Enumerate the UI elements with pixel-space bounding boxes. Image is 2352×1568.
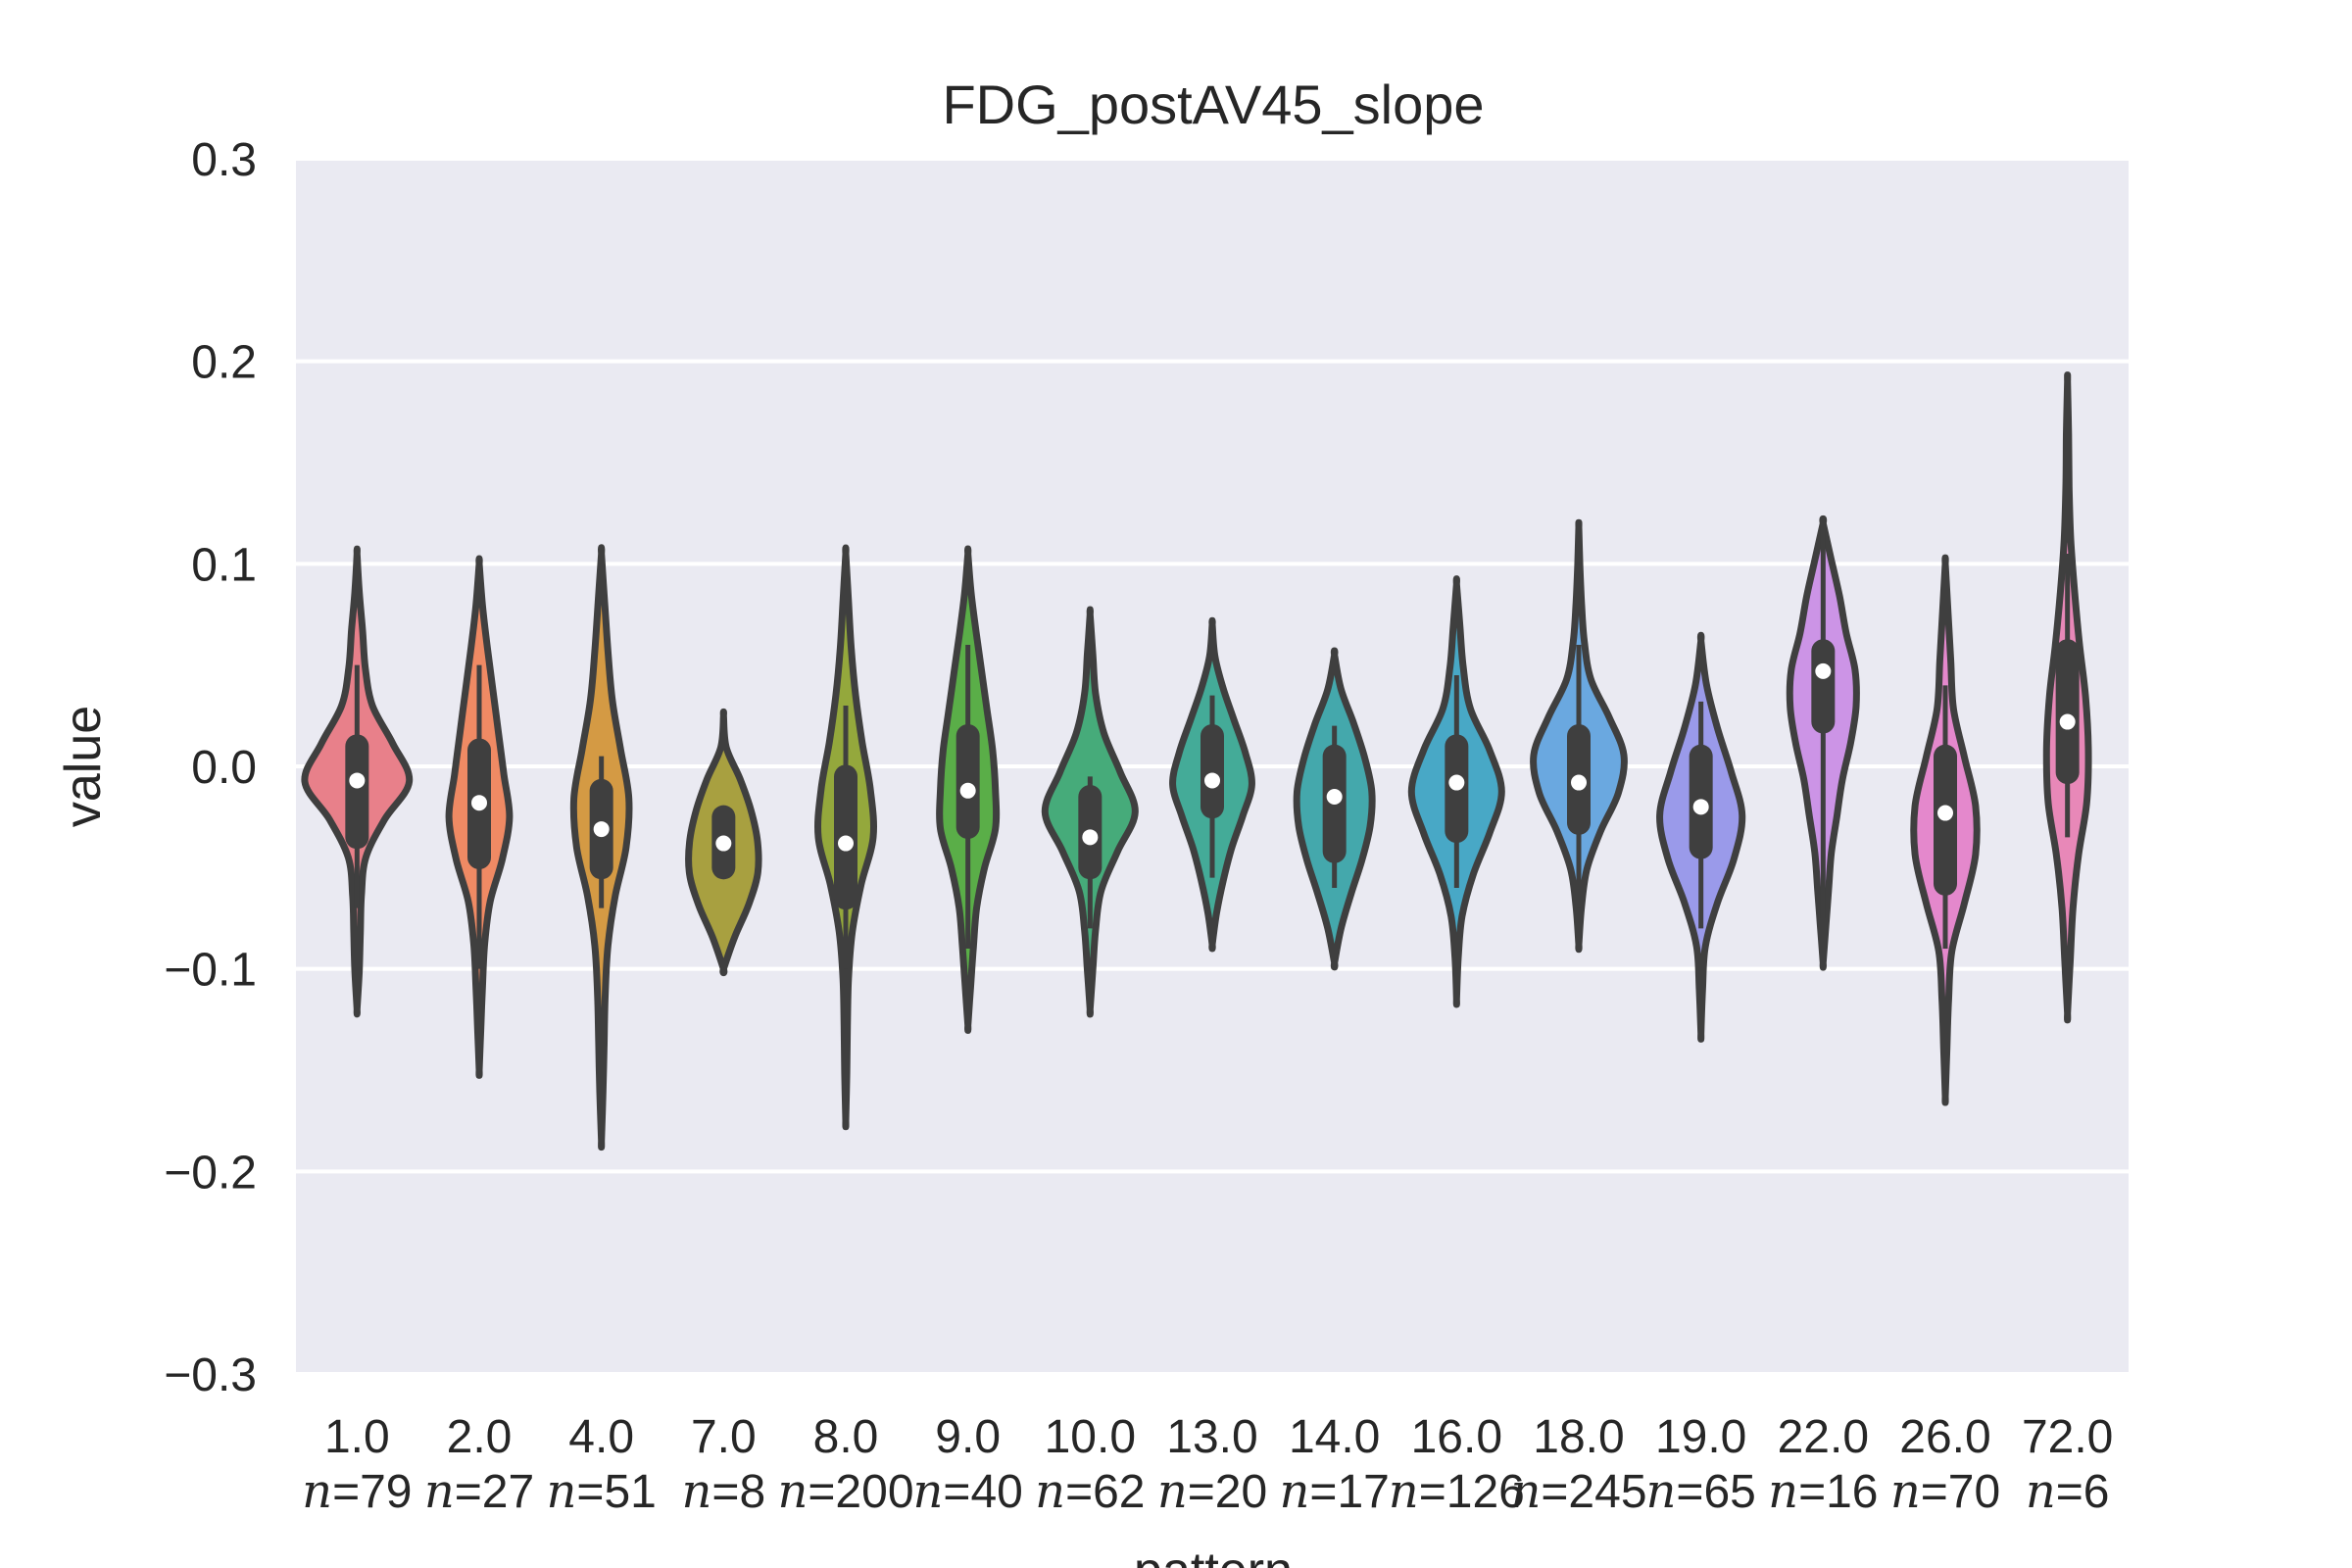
x-tick-count: n=200 <box>777 1464 913 1519</box>
x-tick-label: 4.0 <box>568 1411 634 1463</box>
x-tick-count-value: =79 <box>332 1466 412 1518</box>
y-tick-label: 0.1 <box>191 539 257 591</box>
x-tick-labels: 1.0n=792.0n=274.0n=517.0n=88.0n=2009.0n=… <box>302 1411 2113 1519</box>
x-tick-count: n=20 <box>1157 1464 1267 1519</box>
x-tick-count-value: =8 <box>711 1466 765 1518</box>
x-tick-label: 1.0 <box>324 1411 390 1463</box>
x-tick-count-value: =70 <box>1921 1466 2000 1518</box>
y-tick-label: 0.2 <box>191 337 257 389</box>
violin-median <box>959 782 976 799</box>
x-tick-count: n=245 <box>1510 1464 1646 1519</box>
x-tick-count-value: =62 <box>1065 1466 1145 1518</box>
violin-median <box>1692 799 1709 815</box>
x-tick-count-value: =51 <box>576 1466 656 1518</box>
x-tick-count-prefix: n <box>912 1464 943 1519</box>
x-tick-count-value: =200 <box>808 1466 913 1518</box>
x-tick-count-prefix: n <box>424 1464 455 1519</box>
x-tick-count: n=16 <box>1768 1464 1878 1519</box>
x-tick-count: n=6 <box>2026 1464 2110 1519</box>
y-tick-label: −0.2 <box>164 1147 257 1199</box>
violin-median <box>1326 789 1343 805</box>
x-tick-count: n=40 <box>912 1464 1022 1519</box>
x-tick-count: n=8 <box>682 1464 766 1519</box>
x-tick-count: n=27 <box>424 1464 534 1519</box>
x-tick-count-prefix: n <box>2026 1464 2056 1519</box>
x-tick-label: 2.0 <box>447 1411 513 1463</box>
x-tick-count-value: =245 <box>1541 1466 1646 1518</box>
violin-median <box>2059 713 2076 730</box>
violin-median <box>838 835 854 852</box>
y-axis-label: value <box>55 706 112 827</box>
x-axis-label: pattern <box>1134 1543 1293 1568</box>
y-tick-label: −0.3 <box>164 1349 257 1401</box>
x-tick-count: n=62 <box>1035 1464 1145 1519</box>
violin-median <box>1571 774 1587 791</box>
x-tick-label: 14.0 <box>1289 1411 1380 1463</box>
violins <box>301 371 2092 1152</box>
x-tick-label: 19.0 <box>1655 1411 1746 1463</box>
x-tick-count-prefix: n <box>1645 1464 1676 1519</box>
x-tick-label: 26.0 <box>1899 1411 1990 1463</box>
violin-median <box>1204 772 1220 789</box>
x-tick-label: 7.0 <box>691 1411 757 1463</box>
x-tick-label: 18.0 <box>1533 1411 1624 1463</box>
x-tick-count-prefix: n <box>302 1464 332 1519</box>
x-tick-count-prefix: n <box>546 1464 576 1519</box>
violin-median <box>1448 774 1465 791</box>
x-tick-label: 16.0 <box>1411 1411 1502 1463</box>
x-tick-count-value: =16 <box>1798 1466 1878 1518</box>
x-tick-count: n=70 <box>1890 1464 2000 1519</box>
x-tick-count: n=79 <box>302 1464 412 1519</box>
x-tick-count-prefix: n <box>1279 1464 1309 1519</box>
x-tick-count-prefix: n <box>1890 1464 1921 1519</box>
x-tick-count-prefix: n <box>1768 1464 1798 1519</box>
x-tick-label: 22.0 <box>1778 1411 1869 1463</box>
x-tick-count: n=126 <box>1389 1464 1525 1519</box>
violin-median <box>471 795 487 811</box>
x-tick-count: n=51 <box>546 1464 656 1519</box>
x-tick-count-value: =27 <box>455 1466 534 1518</box>
violin-median <box>715 835 732 852</box>
x-tick-count-prefix: n <box>1157 1464 1188 1519</box>
x-tick-label: 10.0 <box>1045 1411 1136 1463</box>
violin-median <box>1815 662 1832 679</box>
x-tick-count-value: =126 <box>1419 1466 1525 1518</box>
x-tick-count-value: =20 <box>1188 1466 1267 1518</box>
violin-median <box>1937 805 1953 821</box>
y-tick-label: −0.1 <box>164 945 257 997</box>
x-tick-label: 72.0 <box>2022 1411 2113 1463</box>
chart-title: FDG_postAV45_slope <box>942 74 1484 135</box>
x-tick-label: 8.0 <box>813 1411 879 1463</box>
x-tick-count-prefix: n <box>777 1464 808 1519</box>
y-tick-label: 0.0 <box>191 742 257 794</box>
y-tick-label: 0.3 <box>191 134 257 186</box>
y-tick-labels: −0.3 −0.2 −0.1 0.0 0.1 0.2 0.3 <box>164 134 257 1401</box>
x-tick-count: n=17 <box>1279 1464 1389 1519</box>
x-tick-count-prefix: n <box>682 1464 712 1519</box>
x-tick-label: 9.0 <box>935 1411 1001 1463</box>
violin-median <box>349 772 366 789</box>
x-tick-count-value: =65 <box>1676 1466 1755 1518</box>
x-tick-label: 13.0 <box>1166 1411 1257 1463</box>
x-tick-count-value: =17 <box>1309 1466 1389 1518</box>
x-tick-count-value: =6 <box>2056 1466 2110 1518</box>
violin-median <box>1082 829 1099 846</box>
x-tick-count-value: =40 <box>943 1466 1022 1518</box>
x-tick-count-prefix: n <box>1510 1464 1541 1519</box>
x-tick-count-prefix: n <box>1035 1464 1065 1519</box>
x-tick-count-prefix: n <box>1389 1464 1419 1519</box>
violin-median <box>593 821 610 838</box>
x-tick-count: n=65 <box>1645 1464 1755 1519</box>
